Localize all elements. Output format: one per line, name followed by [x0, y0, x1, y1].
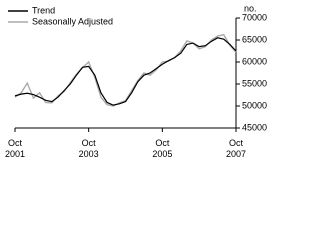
- x-tick-label: Oct 2001: [4, 138, 26, 159]
- legend-label: Seasonally Adjusted: [32, 16, 113, 26]
- x-tick-label: Oct 2003: [78, 138, 99, 159]
- x-tick-label: Oct 2007: [225, 138, 247, 159]
- unit-label: no.: [244, 3, 257, 13]
- chart-root: no. 45000 50000 55000 60000 65000 70000 Trend S…: [4, 3, 267, 159]
- y-tick-label: 60000: [242, 56, 267, 66]
- y-tick-label: 70000: [242, 12, 267, 22]
- series-line: [14, 33, 237, 107]
- y-tick-label: 55000: [242, 78, 267, 88]
- chart: no. 45000 50000 55000 60000 65000 70000 TrendS…: [8, 3, 267, 132]
- series-line: [14, 37, 237, 106]
- y-tick-label: 50000: [242, 100, 267, 110]
- y-tick-label: 45000: [242, 122, 267, 132]
- legend-label: Trend: [32, 5, 55, 15]
- x-tick-label: Oct 2005: [152, 138, 173, 159]
- y-tick-label: 65000: [242, 34, 267, 44]
